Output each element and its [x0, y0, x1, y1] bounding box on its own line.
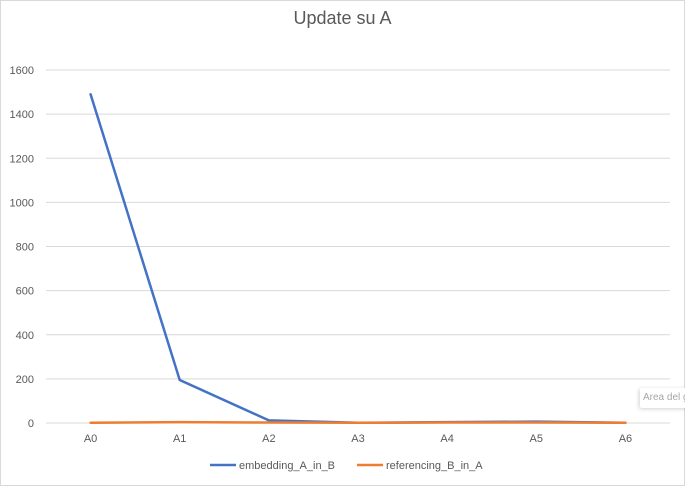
x-tick-label: A1: [173, 433, 186, 445]
series-line-referencing_B_in_A: [89, 420, 627, 425]
y-tick-label: 600: [16, 286, 34, 298]
chart-title: Update su A: [293, 8, 392, 28]
y-tick-label: 1600: [10, 65, 34, 77]
legend-label: embedding_A_in_B: [239, 460, 335, 472]
y-tick-label: 0: [28, 418, 34, 430]
x-tick-label: A0: [84, 433, 97, 445]
legend-label: referencing_B_in_A: [386, 460, 483, 472]
x-tick-label: A6: [619, 433, 632, 445]
y-tick-label: 1400: [10, 109, 34, 121]
x-tick-label: A3: [351, 433, 364, 445]
x-tick-label: A5: [530, 433, 543, 445]
chart-area-tooltip: Area del grafico: [640, 388, 685, 408]
series-line-embedding_A_in_B: [89, 93, 627, 425]
y-tick-label: 1200: [10, 153, 34, 165]
y-tick-label: 1000: [10, 197, 34, 209]
y-tick-label: 800: [16, 242, 34, 254]
x-tick-label: A2: [262, 433, 275, 445]
x-tick-label: A4: [440, 433, 453, 445]
y-tick-label: 400: [16, 330, 34, 342]
y-tick-label: 200: [16, 374, 34, 386]
